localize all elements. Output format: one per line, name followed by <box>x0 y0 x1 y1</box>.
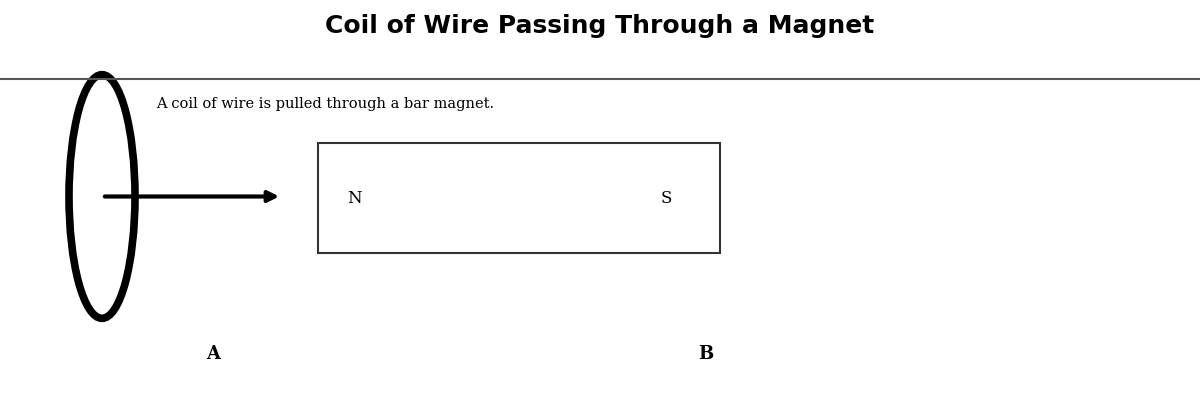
Text: Coil of Wire Passing Through a Magnet: Coil of Wire Passing Through a Magnet <box>325 13 875 38</box>
Text: A coil of wire is pulled through a bar magnet.: A coil of wire is pulled through a bar m… <box>156 97 494 111</box>
Bar <box>318 143 720 253</box>
Text: B: B <box>698 345 713 363</box>
Text: A: A <box>206 345 221 363</box>
Text: S: S <box>660 190 672 207</box>
Text: N: N <box>347 190 361 207</box>
